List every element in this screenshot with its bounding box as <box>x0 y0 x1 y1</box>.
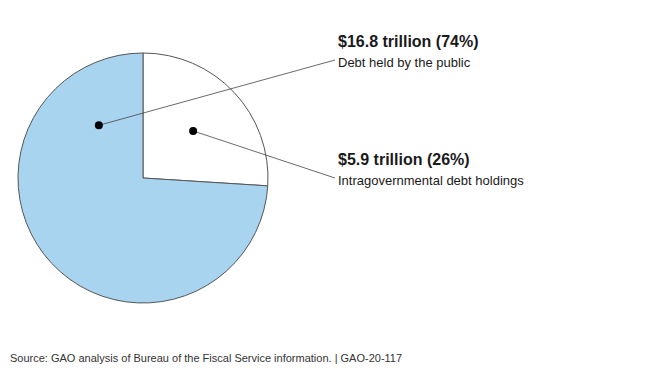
value-label: $5.9 trillion (26%) <box>338 151 470 168</box>
category-label: Debt held by the public <box>338 55 471 70</box>
value-label: $16.8 trillion (74%) <box>338 33 479 50</box>
pie-slice <box>18 53 268 303</box>
leader-line <box>99 60 335 125</box>
chart-container: $5.9 trillion (26%) Intragovernmental deb… <box>0 0 650 370</box>
leader-dot <box>189 127 197 135</box>
category-label: Intragovernmental debt holdings <box>338 173 524 188</box>
leader-dot <box>95 121 103 129</box>
labels: $5.9 trillion (26%) Intragovernmental deb… <box>95 33 524 188</box>
leader-line <box>193 131 335 178</box>
chart: $5.9 trillion (26%) Intragovernmental deb… <box>0 0 650 370</box>
pie-slice <box>143 53 268 186</box>
pie <box>18 53 268 303</box>
footer-note: Source: GAO analysis of Bureau of the Fi… <box>10 352 402 364</box>
